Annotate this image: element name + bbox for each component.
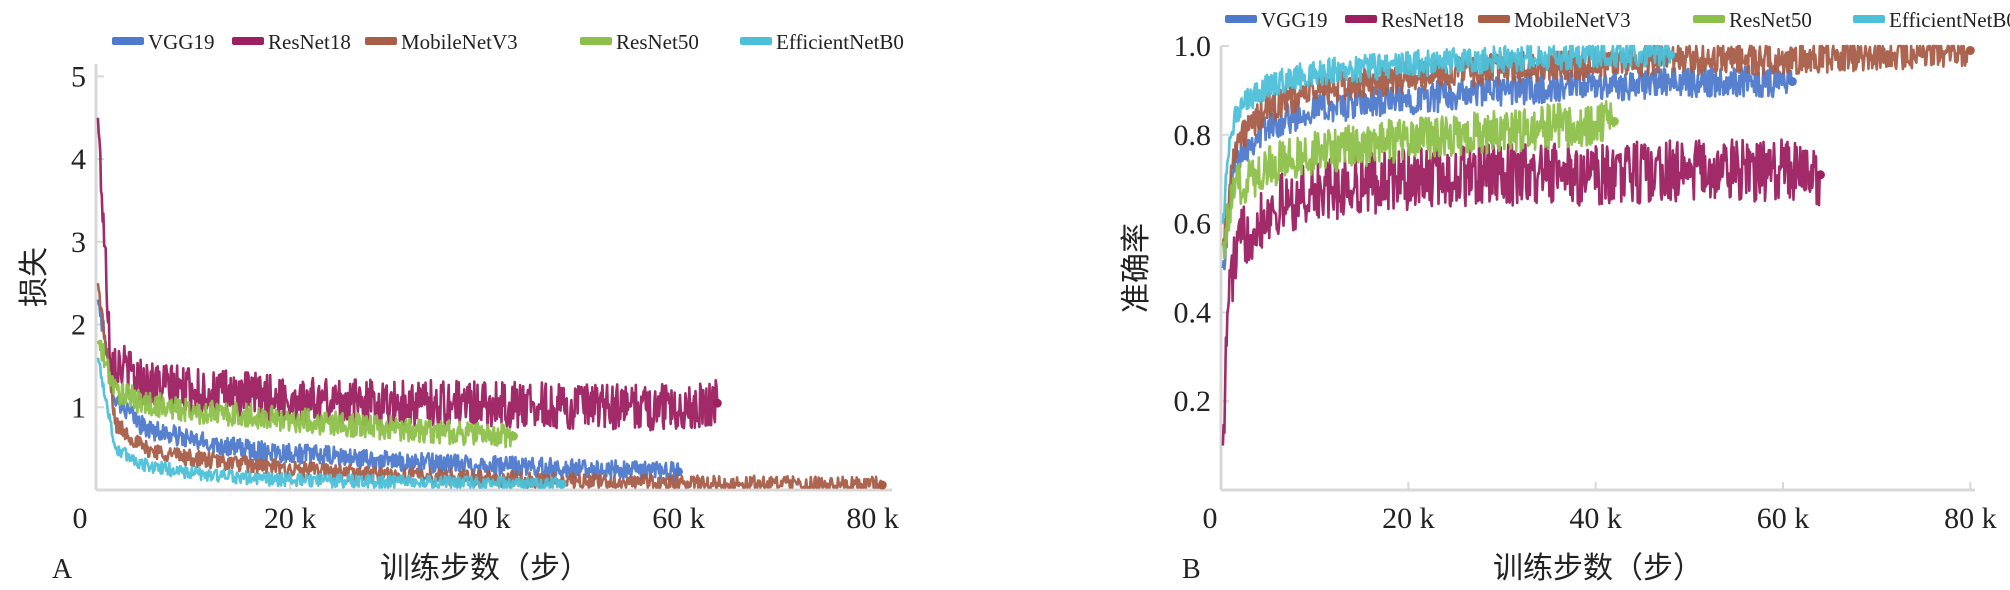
accuracy-legend-label-resnet50: ResNet50 (1729, 8, 1812, 32)
loss-legend-swatch-resnet18 (232, 37, 264, 45)
loss-legend-label-mobilenetv3: MobileNetV3 (401, 30, 518, 54)
loss-x-tick-label: 0 (73, 502, 88, 535)
accuracy-legend-swatch-efficientnetb0 (1853, 15, 1885, 23)
accuracy-y-axis-title: 准确率 (1120, 223, 1153, 313)
loss-y-tick-label: 1 (71, 391, 86, 424)
accuracy-legend-swatch-resnet50 (1693, 15, 1725, 23)
loss-series-line-vgg19 (96, 299, 680, 483)
loss-x-tick-label: 60 k (652, 502, 705, 535)
accuracy-x-axis-title: 训练步数（步） (1493, 552, 1703, 585)
loss-legend-label-resnet18: ResNet18 (268, 30, 351, 54)
accuracy-legend-label-mobilenetv3: MobileNetV3 (1514, 8, 1631, 32)
accuracy-series-end-point-resnet18 (1815, 170, 1825, 180)
loss-x-tick-label: 20 k (264, 502, 317, 535)
accuracy-y-tick-label: 0.6 (1174, 208, 1212, 241)
loss-x-axis-title: 训练步数（步） (380, 552, 590, 585)
accuracy-legend-label-resnet18: ResNet18 (1381, 8, 1464, 32)
accuracy-panel-label: B (1182, 554, 1201, 585)
accuracy-x-tick-label: 0 (1203, 502, 1218, 535)
loss-legend-swatch-resnet50 (580, 37, 612, 45)
loss-series-line-resnet50 (96, 339, 515, 449)
accuracy-legend-swatch-resnet18 (1345, 15, 1377, 23)
accuracy-legend-swatch-mobilenetv3 (1478, 15, 1510, 23)
loss-series-end-point-resnet50 (508, 431, 518, 441)
accuracy-y-tick-label: 0.2 (1174, 385, 1212, 418)
accuracy-series-end-point-resnet50 (1609, 116, 1619, 126)
loss-y-tick-label: 2 (71, 309, 86, 342)
accuracy-x-tick-label: 80 k (1944, 502, 1997, 535)
loss-series-end-point-resnet18 (712, 398, 722, 408)
accuracy-x-tick-label: 20 k (1382, 502, 1435, 535)
loss-series-line-resnet18 (96, 117, 719, 432)
loss-x-tick-label: 80 k (846, 502, 899, 535)
accuracy-chart-panel: 0.2 0.4 0.6 0.8 1.0 0 20 k 40 k 60 k 80 k VGG19 Res… (1120, 8, 2010, 585)
accuracy-series-line-efficientnetb0 (1221, 44, 1672, 224)
accuracy-legend-label-vgg19: VGG19 (1261, 8, 1328, 32)
loss-y-tick-label: 4 (71, 143, 86, 176)
loss-series-end-point-efficientnetb0 (557, 479, 567, 489)
loss-y-axis-title: 损失 (18, 247, 51, 307)
accuracy-x-tick-label: 60 k (1757, 502, 1810, 535)
accuracy-series-end-point-efficientnetb0 (1666, 50, 1676, 60)
accuracy-y-tick-label: 0.8 (1174, 119, 1212, 152)
loss-series-end-point-mobilenetv3 (877, 480, 887, 490)
loss-series-line-mobilenetv3 (96, 283, 884, 489)
loss-y-tick-label: 3 (71, 226, 86, 259)
loss-legend-label-resnet50: ResNet50 (616, 30, 699, 54)
loss-panel-label: A (52, 554, 73, 585)
accuracy-legend-swatch-vgg19 (1225, 15, 1257, 23)
accuracy-x-tick-label: 40 k (1569, 502, 1622, 535)
loss-legend-swatch-vgg19 (112, 37, 144, 45)
loss-y-tick-label: 5 (71, 60, 86, 93)
accuracy-series-end-point-vgg19 (1787, 77, 1797, 87)
accuracy-y-tick-label: 1.0 (1174, 30, 1212, 63)
loss-legend-swatch-efficientnetb0 (740, 37, 772, 45)
loss-legend-label-efficientnetb0: EfficientNetB0 (776, 30, 904, 54)
loss-series-line-efficientnetb0 (96, 357, 564, 489)
accuracy-legend-label-efficientnetb0: EfficientNetB0 (1889, 8, 2010, 32)
accuracy-series-line-resnet18 (1221, 138, 1822, 446)
accuracy-series-end-point-mobilenetv3 (1965, 45, 1975, 55)
loss-series-end-point-vgg19 (673, 467, 683, 477)
loss-chart-panel: 1 2 3 4 5 0 20 k 40 k 60 k 80 k VGG19 ResNet18 Mobil… (18, 30, 904, 585)
loss-legend-label-vgg19: VGG19 (148, 30, 215, 54)
loss-legend-swatch-mobilenetv3 (365, 37, 397, 45)
accuracy-y-tick-label: 0.4 (1174, 296, 1212, 329)
accuracy-series-line-resnet50 (1221, 100, 1616, 260)
loss-x-tick-label: 40 k (458, 502, 511, 535)
